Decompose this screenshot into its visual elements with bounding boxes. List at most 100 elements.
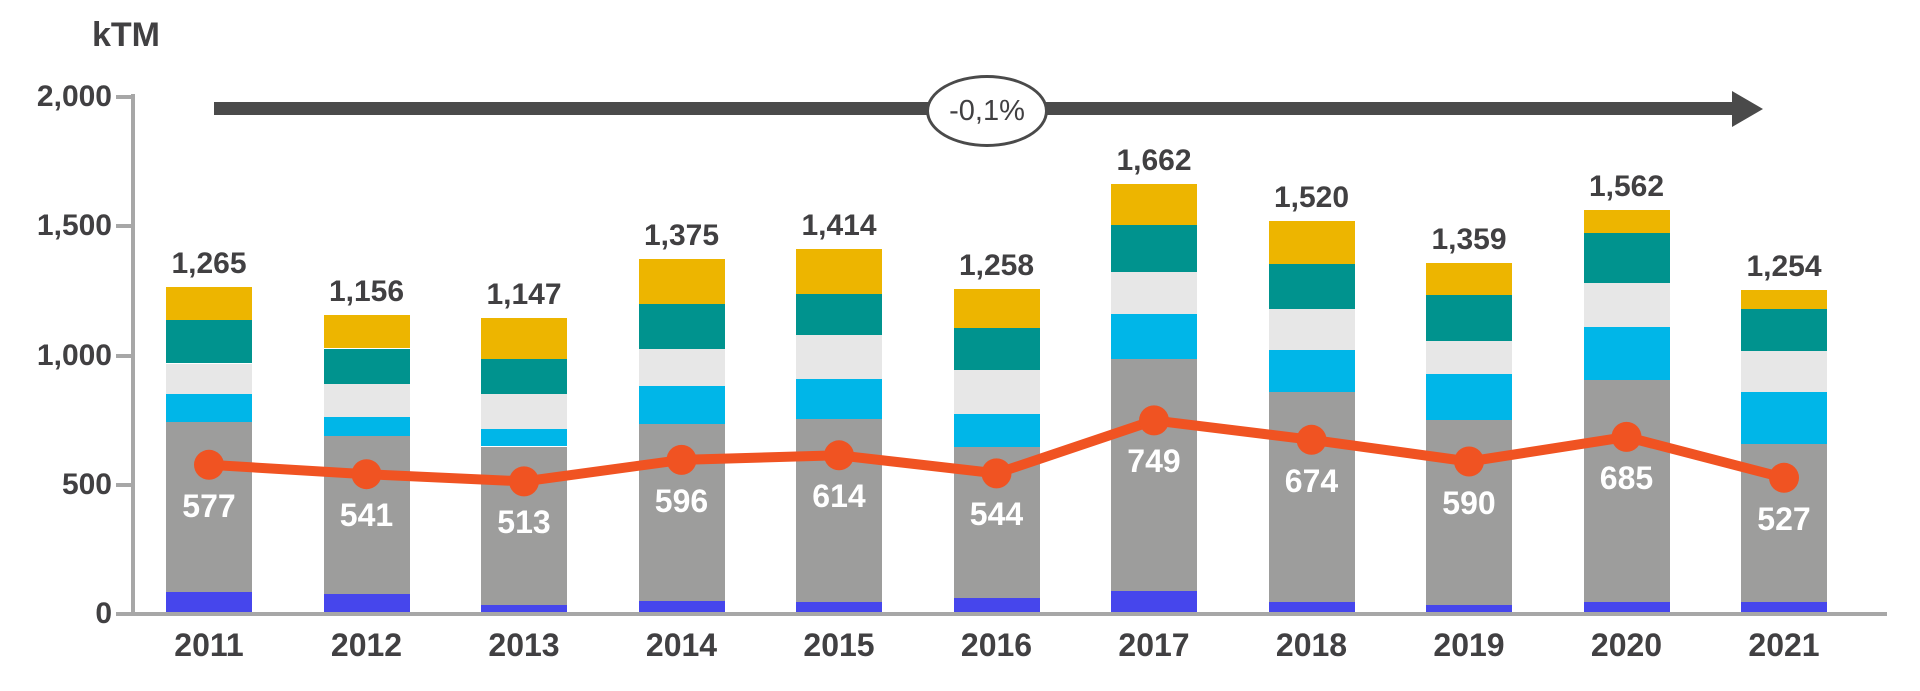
line-value-label: 577 [182,487,236,524]
bar-segment-teal [1268,263,1355,309]
x-axis-label: 2014 [645,627,718,663]
bar-segment-yellow [1583,210,1670,234]
y-axis-tick-label: 1,000 [36,338,112,372]
x-axis-label: 2013 [488,627,560,663]
bar-segment-teal [1741,309,1827,352]
line-value-label: 544 [969,496,1024,533]
bar-total-label: 1,520 [1273,181,1350,215]
bar-segment-lightgray [1741,351,1827,392]
bar-segment-yellow [323,315,410,349]
y-axis-tick-label: 0 [95,597,112,630]
bar-segment-teal [953,328,1040,370]
line-value-label: 749 [1127,443,1181,480]
line-value-label: 674 [1284,462,1339,499]
bar-total-label: 1,359 [1431,222,1507,256]
bar-segment-blue [1741,601,1827,614]
bar-segment-yellow [481,317,567,359]
bar-segment-yellow [1268,221,1355,264]
bar-segment-lightgray [796,335,882,379]
bar-segment-blue [796,601,882,614]
line-value-label: 614 [812,478,866,515]
bar-segment-cyan [1268,349,1355,392]
x-axis-label: 2020 [1590,627,1663,663]
trend-badge-label: -0,1% [949,94,1025,127]
bar-segment-lightgray [1268,309,1355,350]
x-axis-label: 2015 [803,627,875,663]
x-axis-label: 2018 [1275,627,1348,663]
bar-segment-teal [638,304,725,349]
bar-segment-blue [481,605,567,614]
bar-segment-yellow [638,258,725,305]
trend-arrow-head-icon [1732,91,1763,127]
bar-segment-blue [1111,590,1197,614]
bar-segment-cyan [166,393,252,423]
y-axis-tick [116,612,134,616]
bar-segment-cyan [953,414,1040,448]
y-axis-tick-label: 2,000 [36,80,112,113]
bar-segment-cyan [1111,314,1197,359]
bar-total-label: 1,156 [328,275,405,309]
bar-segment-teal [1111,225,1197,272]
bar-segment-cyan [1583,327,1670,380]
bar-segment-cyan [638,385,725,425]
bar-segment-lightgray [481,393,567,430]
line-value-label: 513 [497,504,551,541]
bar-segment-lightgray [1583,282,1670,328]
y-axis-tick [116,353,134,358]
bar-segment-blue [323,593,410,614]
x-axis-label: 2016 [960,627,1033,663]
bar-segment-teal [796,294,882,336]
bar-segment-cyan [1741,391,1827,445]
bar-segment-teal [166,320,252,364]
bar-segment-yellow [166,287,252,321]
x-axis-label: 2019 [1433,627,1505,663]
bar-segment-yellow [1741,289,1827,309]
y-axis-tick [116,95,134,99]
bar-segment-yellow [1111,184,1197,226]
x-axis-label: 2017 [1118,627,1190,663]
bar-segment-lightgray [1111,271,1197,315]
bar-segment-yellow [1426,262,1512,295]
bar-segment-blue [1268,601,1355,614]
y-axis-line [131,94,135,616]
bar-segment-lightgray [166,363,252,394]
bar-segment-lightgray [1426,341,1512,374]
bar-total-label: 1,254 [1746,249,1822,283]
bar-segment-lightgray [953,369,1040,415]
bar-total-label: 1,562 [1588,170,1665,204]
bar-segment-blue [638,600,725,614]
y-axis-tick-label: 500 [61,467,112,501]
bar-total-label: 1,265 [171,247,247,280]
y-axis-tick-label: 1,500 [36,209,112,243]
x-axis-label: 2021 [1748,627,1820,663]
bar-segment-teal [1583,233,1670,283]
bar-segment-blue [953,597,1040,614]
bar-total-label: 1,414 [801,208,877,242]
y-axis-tick [116,224,134,229]
line-value-label: 685 [1599,459,1654,496]
y-axis-title: kTM [92,16,160,54]
y-axis-tick [116,482,134,487]
bar-segment-cyan [323,417,410,437]
bar-segment-lightgray [638,348,725,386]
line-value-label: 590 [1442,484,1496,521]
line-value-label: 541 [339,497,394,534]
trend-badge: -0,1% [926,75,1048,147]
x-axis-label: 2012 [330,627,403,663]
x-axis-label: 2011 [174,627,244,663]
bar-total-label: 1,147 [486,277,562,311]
bar-segment-cyan [796,378,882,420]
bar-total-label: 1,258 [958,248,1035,282]
bar-segment-cyan [1426,373,1512,421]
bar-segment-cyan [481,429,567,447]
bar-segment-teal [323,348,410,384]
bar-total-label: 1,662 [1116,144,1192,178]
bar-segment-blue [166,591,252,614]
bar-segment-lightgray [323,383,410,417]
bar-segment-teal [1426,295,1512,342]
line-value-label: 596 [654,482,709,519]
bar-segment-blue [1426,605,1512,614]
bar-segment-blue [1583,601,1670,614]
